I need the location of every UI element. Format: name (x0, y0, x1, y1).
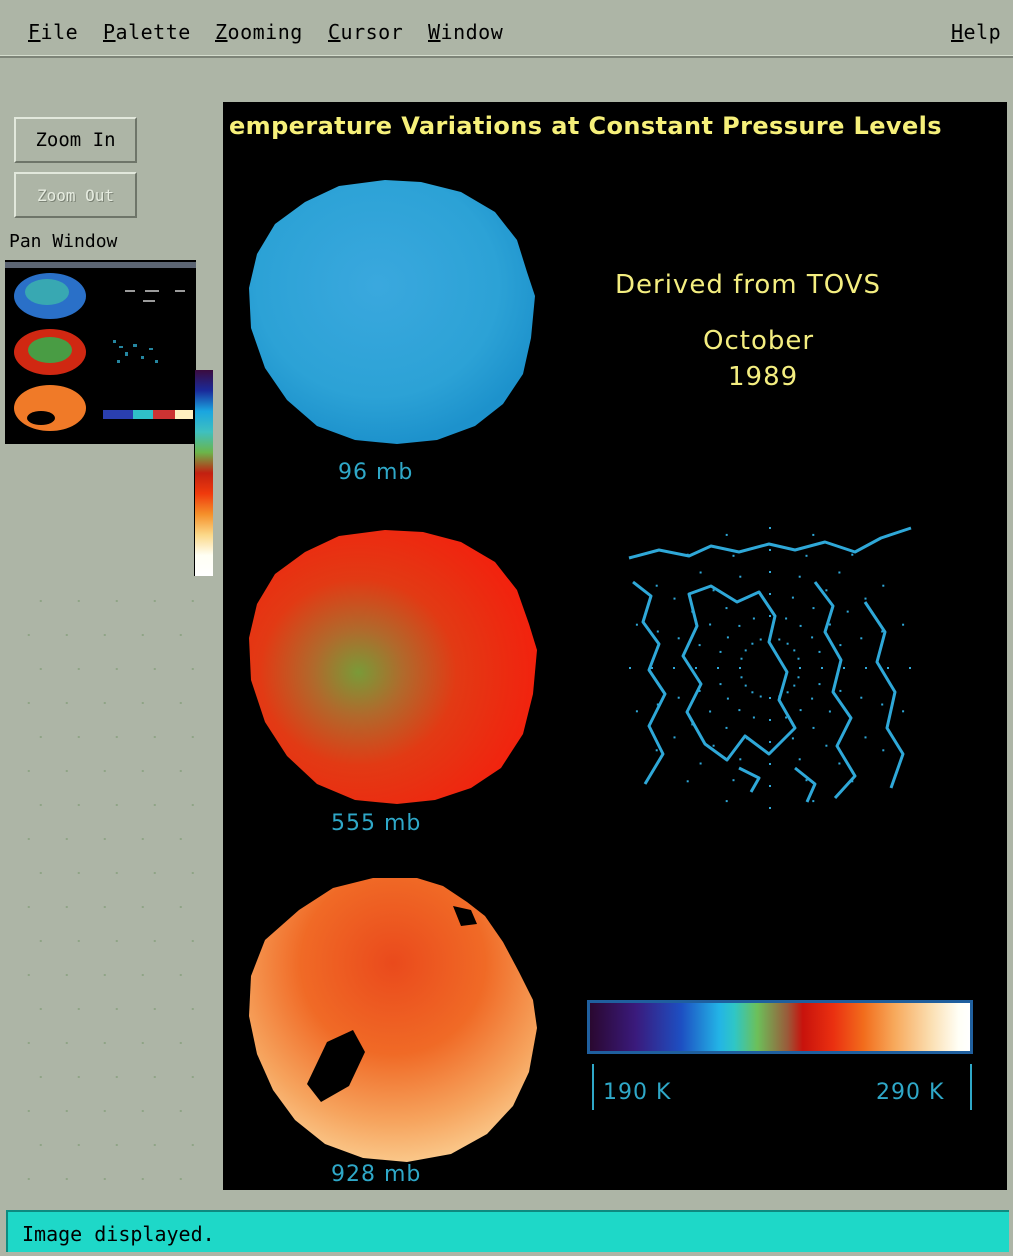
menu-window[interactable]: Window (428, 20, 504, 44)
date-year: 1989 (728, 362, 799, 392)
temperature-map-555mb (249, 530, 537, 804)
menu-help[interactable]: Help (951, 20, 1002, 44)
image-title: emperature Variations at Constant Pressu… (229, 112, 942, 140)
temperature-map-928mb (249, 878, 537, 1162)
pan-window-thumbnail[interactable] (5, 260, 196, 444)
level-label-96mb: 96 mb (338, 460, 414, 485)
status-bar: Image displayed. (6, 1210, 1009, 1252)
zoom-in-button[interactable]: Zoom In (14, 117, 137, 163)
pan-thumbnail-image (5, 262, 196, 431)
menu-zooming[interactable]: Zooming (215, 20, 303, 44)
temperature-color-scale (587, 1000, 973, 1054)
date-month: October (703, 326, 815, 356)
arctic-coastline-map (628, 526, 912, 809)
menu-bar: File Palette Zooming Cursor Window Help (0, 0, 1013, 58)
image-display[interactable]: emperature Variations at Constant Pressu… (223, 102, 1007, 1190)
zoom-out-button[interactable]: Zoom Out (14, 172, 137, 218)
pan-window-label: Pan Window (9, 231, 118, 252)
scale-tick-min (592, 1064, 594, 1110)
menu-palette[interactable]: Palette (103, 20, 191, 44)
menu-file[interactable]: File (28, 20, 79, 44)
source-label: Derived from TOVS (615, 270, 882, 300)
background-dots (27, 600, 194, 1180)
scale-label-max: 290 K (876, 1080, 945, 1105)
temperature-map-96mb (249, 180, 535, 444)
level-label-928mb: 928 mb (331, 1162, 422, 1187)
scale-tick-max (970, 1064, 972, 1110)
menu-cursor[interactable]: Cursor (328, 20, 404, 44)
scale-label-min: 190 K (603, 1080, 672, 1105)
level-label-555mb: 555 mb (331, 811, 422, 836)
pan-colorbar (195, 370, 213, 576)
